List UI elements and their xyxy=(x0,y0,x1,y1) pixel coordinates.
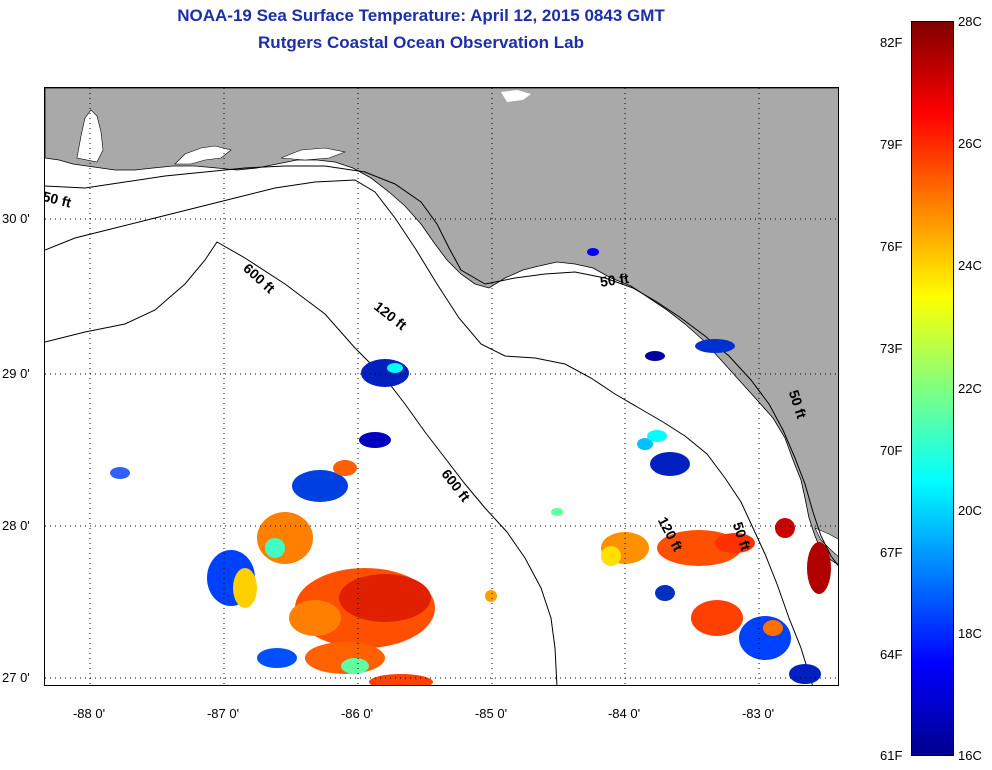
sst-patch xyxy=(739,616,791,660)
sst-patch xyxy=(691,600,743,636)
sst-patch xyxy=(292,470,348,502)
sst-patch xyxy=(695,339,735,353)
colorbar-fahrenheit-label: 67F xyxy=(880,545,903,560)
land-mass xyxy=(45,88,838,566)
sst-patch xyxy=(763,620,783,636)
sst-patch xyxy=(110,467,130,479)
longitude-label: -84 0' xyxy=(607,706,641,721)
colorbar-celsius-label: 16C xyxy=(958,748,982,763)
sst-patch xyxy=(265,538,285,558)
map-subtitle: Rutgers Coastal Ocean Observation Lab xyxy=(258,33,584,52)
sst-patch xyxy=(647,430,667,442)
latitude-label: 30 0' xyxy=(2,211,30,226)
contour-120ft xyxy=(45,179,813,685)
colorbar-fahrenheit-label: 64F xyxy=(880,647,903,662)
sst-patch xyxy=(387,363,403,373)
sst-patch xyxy=(551,508,563,516)
colorbar-fahrenheit-label: 82F xyxy=(880,35,903,50)
colorbar-celsius-label: 20C xyxy=(958,503,982,518)
sst-patch xyxy=(289,600,341,636)
latitude-label: 27 0' xyxy=(2,670,30,685)
colorbar-celsius-label: 24C xyxy=(958,258,982,273)
latitude-label: 29 0' xyxy=(2,366,30,381)
sst-patch xyxy=(650,452,690,476)
longitude-label: -86 0' xyxy=(340,706,374,721)
colorbar-celsius-label: 28C xyxy=(958,14,982,29)
colorbar-celsius-label: 18C xyxy=(958,626,982,641)
contour-50ft xyxy=(45,165,838,567)
longitude-label: -83 0' xyxy=(741,706,775,721)
colorbar-fahrenheit-label: 73F xyxy=(880,341,903,356)
bay-inlet xyxy=(76,109,104,163)
sst-patch xyxy=(587,248,599,256)
sst-map: 50 ft 600 ft 120 ft 50 ft 600 ft 120 ft … xyxy=(44,87,839,686)
map-title: NOAA-19 Sea Surface Temperature: April 1… xyxy=(177,6,665,25)
sst-patch xyxy=(601,546,621,566)
sst-patch xyxy=(655,585,675,601)
sst-patch xyxy=(341,658,369,674)
sst-patch xyxy=(257,648,297,668)
bay-inlet xyxy=(280,147,347,161)
longitude-label: -88 0' xyxy=(72,706,106,721)
sst-patch xyxy=(715,533,755,553)
colorbar-celsius-label: 22C xyxy=(958,381,982,396)
sst-patch xyxy=(645,351,665,361)
sst-patch xyxy=(359,432,391,448)
sst-patch xyxy=(369,674,433,685)
colorbar-celsius-label: 26C xyxy=(958,136,982,151)
sst-patch xyxy=(775,518,795,538)
colorbar-fahrenheit-label: 70F xyxy=(880,443,903,458)
colorbar-fahrenheit-label: 76F xyxy=(880,239,903,254)
sst-patch xyxy=(233,568,257,608)
sst-patch xyxy=(339,574,431,622)
sst-patch-group xyxy=(110,248,831,685)
longitude-label: -85 0' xyxy=(474,706,508,721)
sst-patch xyxy=(485,590,497,602)
sst-patch xyxy=(807,542,831,594)
lake xyxy=(501,90,531,102)
latitude-label: 28 0' xyxy=(2,518,30,533)
sst-patch xyxy=(333,460,357,476)
sst-patch xyxy=(789,664,821,684)
longitude-label: -87 0' xyxy=(206,706,240,721)
sst-patch xyxy=(361,359,409,387)
sst-patch xyxy=(637,438,653,450)
colorbar-fahrenheit-label: 61F xyxy=(880,748,903,763)
colorbar-fahrenheit-label: 79F xyxy=(880,137,903,152)
sst-patch xyxy=(257,512,313,564)
bay-inlet xyxy=(174,145,232,165)
temperature-colorbar xyxy=(911,21,954,756)
